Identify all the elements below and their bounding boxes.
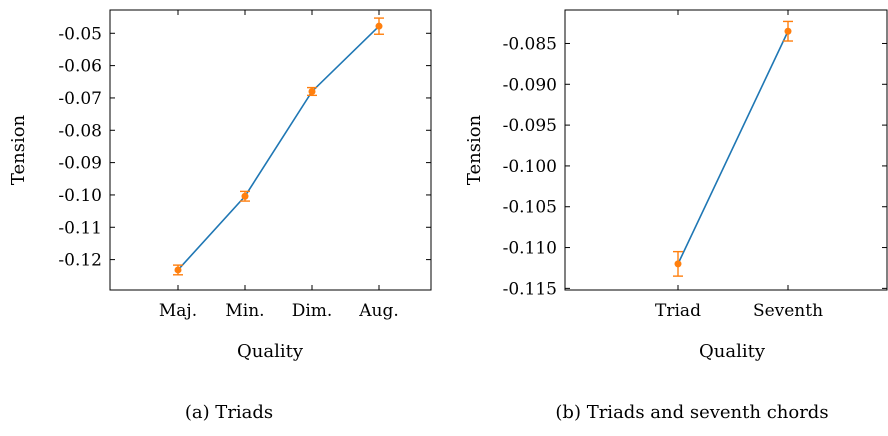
x-tick-label: Aug. (358, 301, 399, 321)
data-point (674, 260, 682, 268)
y-axis-label: Tension (464, 114, 485, 185)
y-tick-label: -0.100 (503, 157, 557, 177)
series-line (677, 30, 789, 265)
y-tick-label: -0.08 (58, 121, 102, 141)
data-point (308, 87, 316, 95)
x-tick-label: Min. (225, 301, 264, 321)
chart-panel-triads-seventh: -0.115 -0.110 -0.105 -0.100 -0.095 -0.090 -0.0… (464, 9, 888, 423)
x-tick-label: Triad (655, 301, 701, 321)
data-point (241, 192, 249, 200)
y-tick-label: -0.115 (503, 279, 557, 299)
y-tick-label: -0.06 (58, 57, 102, 77)
panel-caption: (b) Triads and seventh chords (555, 402, 828, 423)
data-point (375, 22, 383, 30)
x-tick-label: Seventh (753, 301, 823, 321)
data-marks (173, 17, 384, 276)
y-tick-label: -0.090 (503, 75, 557, 95)
y-tick-label: -0.095 (503, 116, 557, 136)
x-ticks: Maj. Min. Dim. Aug. (159, 10, 399, 321)
y-tick-label: -0.05 (58, 24, 102, 44)
data-point (784, 27, 792, 35)
series-line (177, 25, 380, 271)
plot-frame (109, 9, 432, 291)
plot-frame (564, 9, 888, 291)
y-tick-label: -0.07 (58, 89, 102, 109)
x-tick-label: Dim. (292, 301, 333, 321)
y-tick-label: -0.110 (503, 239, 557, 259)
y-axis-label: Tension (8, 114, 29, 185)
x-axis-label: Quality (237, 341, 304, 362)
data-marks (673, 20, 793, 277)
x-ticks: Triad Seventh (655, 10, 823, 321)
y-tick-label: -0.11 (58, 218, 102, 238)
y-tick-label: -0.12 (58, 251, 102, 271)
y-tick-label: -0.105 (503, 198, 557, 218)
x-axis-label: Quality (699, 341, 766, 362)
y-tick-label: -0.085 (503, 34, 557, 54)
y-ticks: -0.12 -0.11 -0.10 -0.09 -0.08 -0.07 -0.06 -0.05 (58, 24, 431, 271)
chart-panel-triads: -0.12 -0.11 -0.10 -0.09 -0.08 -0.07 -0.06 -0.05… (8, 9, 432, 423)
y-tick-label: -0.10 (58, 186, 102, 206)
y-tick-label: -0.09 (58, 154, 102, 174)
data-point (174, 266, 182, 274)
y-ticks: -0.115 -0.110 -0.105 -0.100 -0.095 -0.090 -0.0… (503, 34, 887, 299)
panel-caption: (a) Triads (185, 402, 273, 423)
x-tick-label: Maj. (159, 301, 197, 321)
